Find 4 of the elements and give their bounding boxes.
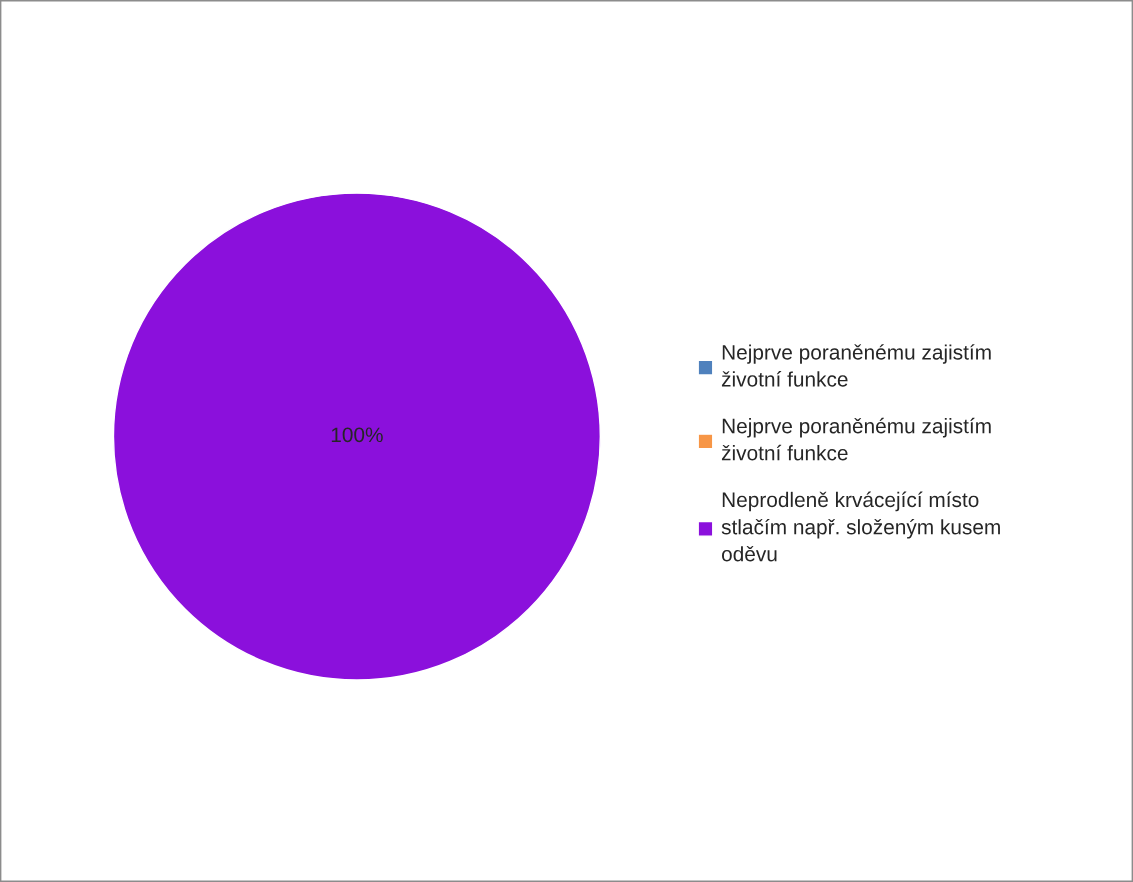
data-label: 100% [331,427,383,443]
legend-label: Nejprve poraněnému zajistím životní funkce [721,417,991,461]
legend-label: Nejprve poraněnému zajistím životní funkce [721,344,991,387]
legend-label: Neprodleně krvácející místo stlačím např. složeným kusem oděvu [721,491,1000,562]
